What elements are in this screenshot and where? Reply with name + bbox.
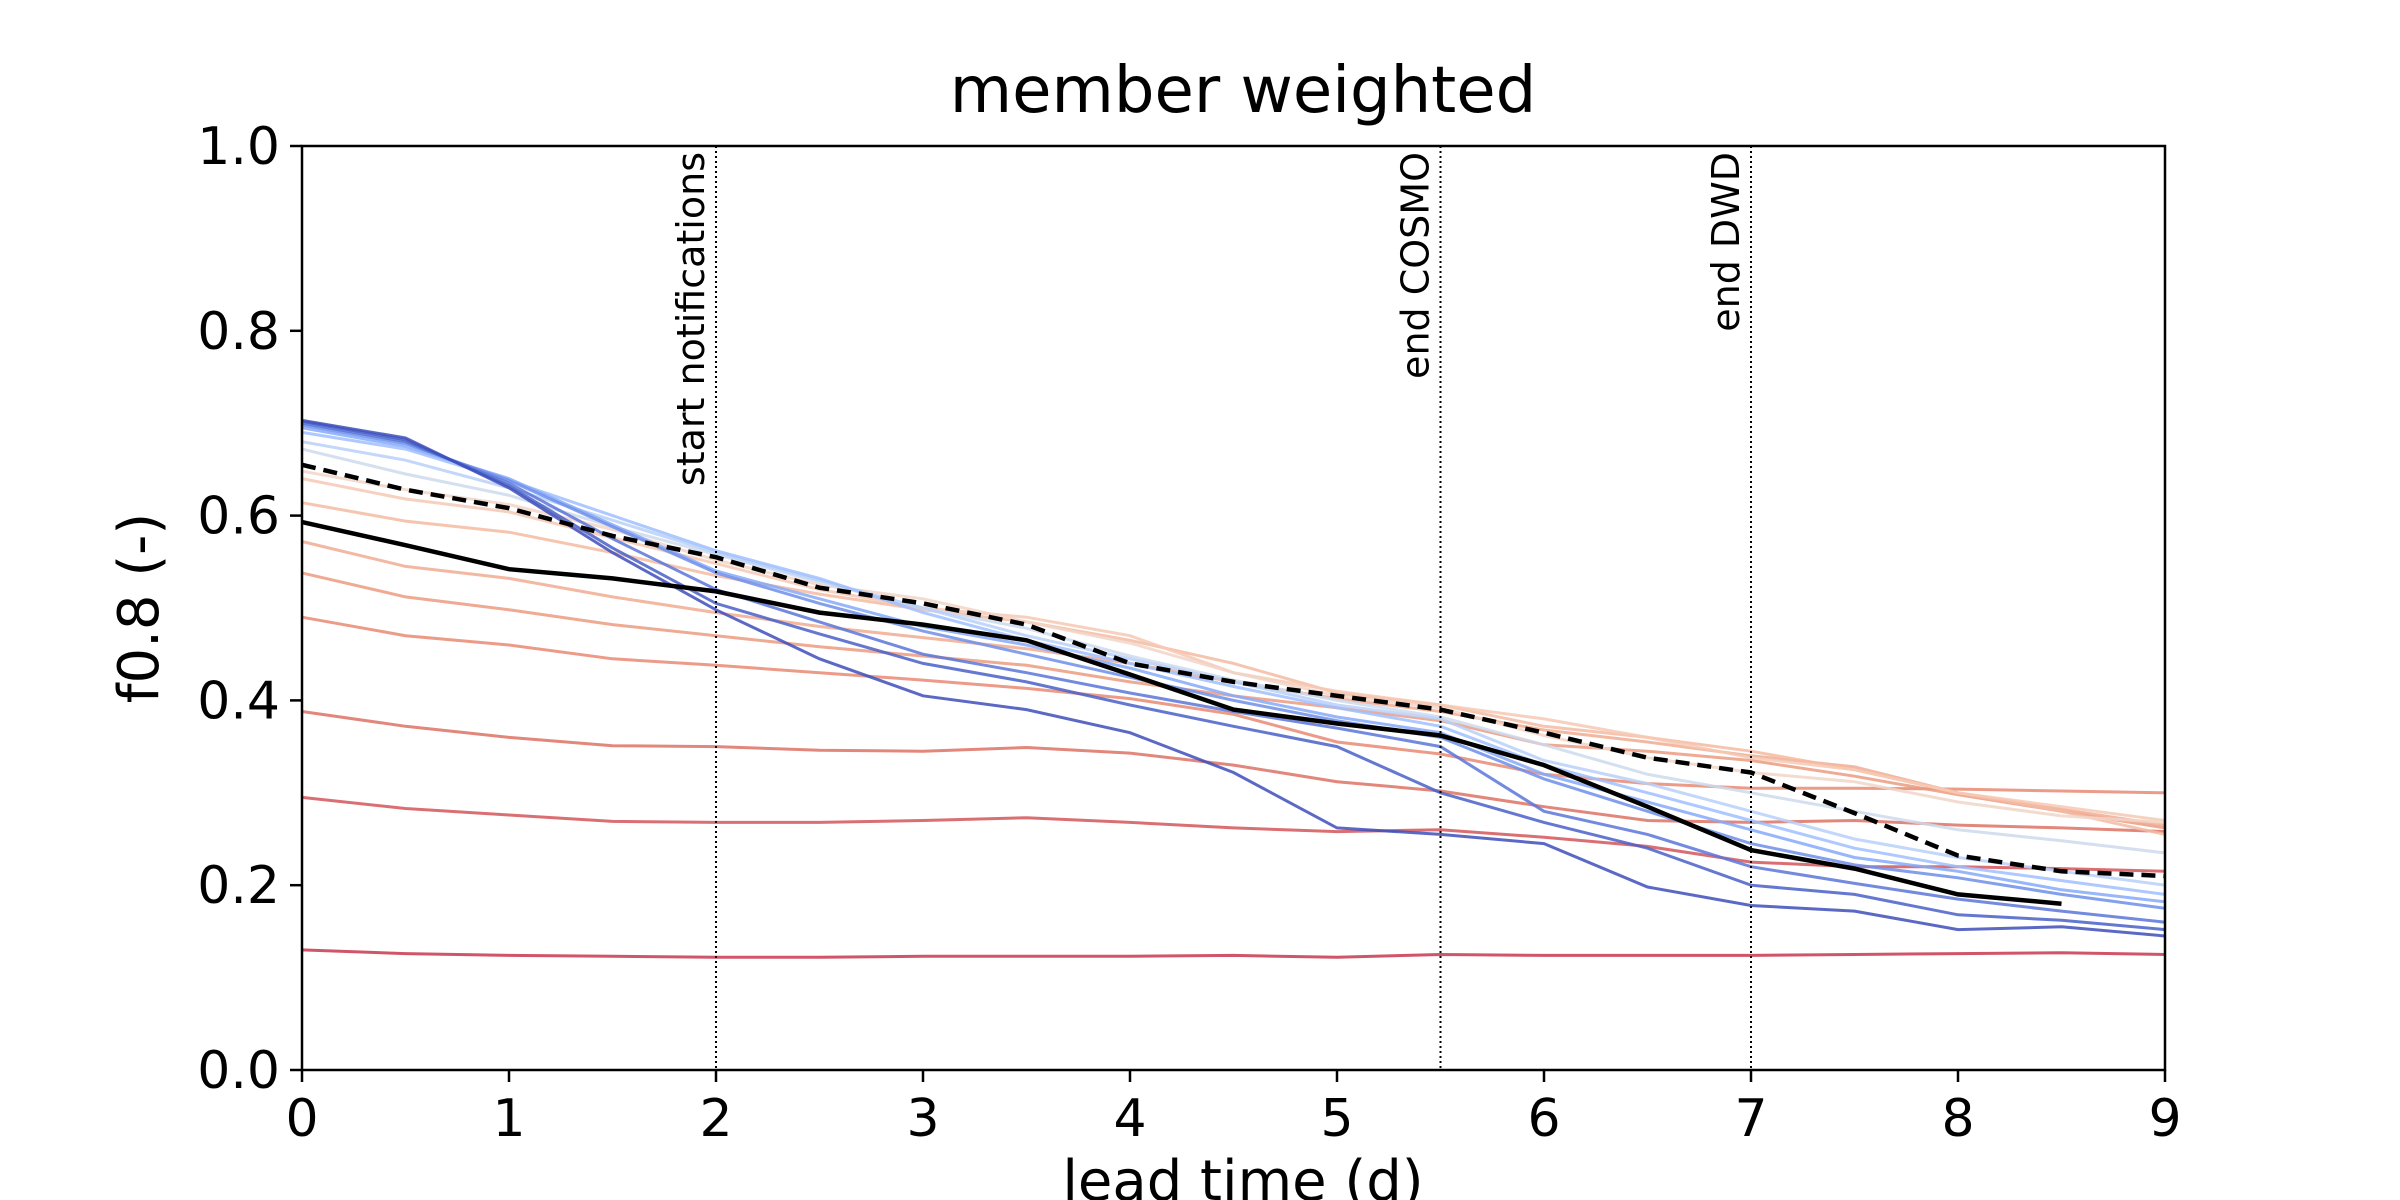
x-tick-label: 0: [285, 1089, 318, 1149]
x-tick-label: 8: [1941, 1089, 1974, 1149]
x-tick-label: 5: [1320, 1089, 1353, 1149]
vline-label-1: start notifications: [669, 152, 713, 486]
annotation-lines: start notifications end COSMO end DWD: [669, 146, 1752, 1070]
x-tick-label: 6: [1527, 1089, 1560, 1149]
member-line-17: [301, 418, 2166, 938]
member-line-3: [301, 710, 2166, 834]
x-tick-label: 2: [699, 1089, 732, 1149]
member-line-9: [301, 469, 2166, 824]
vline-label-3: end DWD: [1704, 152, 1748, 332]
x-tick-label: 9: [2148, 1089, 2181, 1149]
x-tick-label: 1: [492, 1089, 525, 1149]
member-line-12: [301, 430, 2166, 896]
y-axis-ticks: 0.0 0.2 0.4 0.6 0.8 1.0: [197, 117, 302, 1101]
x-axis-ticks: 0 1 2 3 4 5 6 7 8 9: [285, 1070, 2182, 1149]
member-line-16: [301, 419, 2166, 932]
plot-frame: [300, 144, 2167, 1072]
y-tick-label: 0.8: [197, 302, 280, 362]
x-tick-label: 4: [1113, 1089, 1146, 1149]
y-tick-label: 0.4: [197, 671, 280, 731]
y-axis-label: f0.8 (-): [107, 513, 172, 703]
member-line-13: [301, 426, 2166, 904]
dashed-summary-line: [301, 462, 2166, 879]
x-axis-label: lead time (d): [1062, 1149, 1423, 1200]
summary-lines: [301, 462, 2166, 906]
y-tick-label: 0.0: [197, 1041, 280, 1101]
solid-summary-line: [301, 519, 2062, 906]
vline-label-2: end COSMO: [1394, 152, 1438, 379]
chart-title: member weighted: [950, 54, 1537, 128]
y-tick-label: 0.2: [197, 856, 280, 916]
member-line-1: [301, 948, 2166, 959]
x-tick-label: 3: [906, 1089, 939, 1149]
x-tick-label: 7: [1734, 1089, 1767, 1149]
member-line-4: [301, 615, 2166, 795]
member-line-14: [301, 423, 2166, 910]
y-tick-label: 0.6: [197, 487, 280, 547]
y-tick-label: 1.0: [197, 117, 280, 177]
